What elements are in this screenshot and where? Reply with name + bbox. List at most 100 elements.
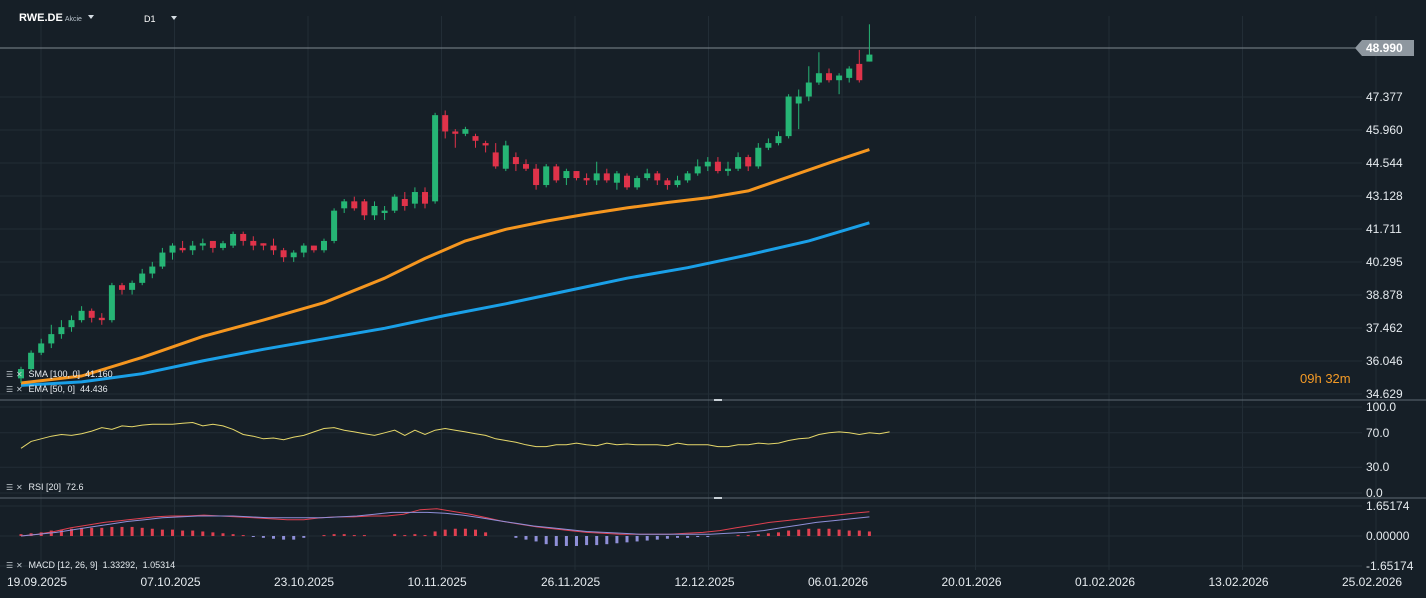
candle-up: [613, 173, 620, 183]
candle-down: [553, 166, 560, 181]
candle-down: [583, 178, 590, 181]
y-tick-label: 36.046: [1366, 354, 1403, 368]
macd-hist-positive: [766, 533, 770, 536]
macd-hist-positive: [100, 527, 104, 536]
candle-down: [624, 175, 630, 188]
macd-hist-positive: [201, 531, 205, 536]
candle-up: [341, 201, 348, 209]
macd-hist-positive: [393, 534, 397, 536]
candle-up: [836, 75, 843, 81]
settings-icon[interactable]: ☰: [6, 483, 14, 492]
macd-hist-negative: [676, 536, 679, 538]
settings-icon[interactable]: ☰: [6, 561, 14, 570]
macd-hist-negative: [514, 536, 518, 538]
y-tick-label: 45.960: [1366, 123, 1403, 137]
macd-hist-positive: [463, 528, 467, 536]
candle-down: [573, 171, 580, 179]
macd-hist-negative: [605, 536, 609, 545]
close-icon[interactable]: ✕: [16, 370, 23, 379]
macd-hist-positive: [59, 529, 63, 536]
macd-hist-negative: [251, 536, 255, 537]
close-icon[interactable]: ✕: [16, 561, 23, 570]
macd-hist-positive: [160, 529, 164, 536]
countdown-minutes-unit: m: [1339, 371, 1351, 386]
rsi-tick-label: 70.0: [1366, 426, 1390, 440]
candle-up: [68, 320, 75, 328]
candle-up: [543, 166, 550, 186]
candle-up: [411, 192, 418, 204]
macd-hist-negative: [282, 536, 286, 540]
macd-hist-positive: [241, 535, 245, 537]
candle-up: [815, 73, 822, 83]
settings-icon[interactable]: ☰: [6, 385, 14, 394]
candle-up: [704, 161, 711, 167]
macd-hist-positive: [80, 527, 84, 536]
candle-up: [775, 136, 782, 144]
close-icon[interactable]: ✕: [16, 483, 23, 492]
macd-hist-positive: [777, 532, 780, 536]
candle-down: [442, 115, 449, 132]
timeframe-selector[interactable]: D1: [144, 14, 177, 24]
macd-hist-positive: [403, 535, 407, 537]
x-tick-label: 25.02.2026: [1342, 575, 1402, 589]
macd-hist-negative: [261, 536, 265, 538]
candle-down: [603, 173, 610, 181]
macd-hist-negative: [686, 536, 690, 538]
candle-up: [634, 178, 641, 188]
macd-hist-positive: [130, 526, 134, 536]
close-icon[interactable]: ✕: [16, 385, 23, 394]
macd-hist-negative: [615, 536, 619, 544]
rsi-legend[interactable]: ☰ ✕ RSI [20] 72.6: [6, 482, 84, 492]
x-tick-label: 23.10.2025: [274, 575, 334, 589]
y-tick-label: 41.711: [1366, 222, 1402, 236]
candle-down: [482, 143, 489, 146]
sma-legend[interactable]: ☰ ✕ SMA [100, 0] 41.160: [6, 369, 113, 379]
candle-down: [856, 63, 863, 81]
macd-signal-line: [20, 511, 870, 537]
countdown-hours-unit: h: [1314, 371, 1322, 386]
candle-up: [432, 115, 439, 202]
macd-hist-positive: [191, 530, 195, 536]
symbol-type: Akcie: [64, 16, 82, 23]
settings-icon[interactable]: ☰: [6, 370, 14, 379]
timeframe-label: D1: [144, 14, 156, 24]
macd-legend[interactable]: ☰ ✕ MACD [12, 26, 9] 1.33292, 1.05314: [6, 560, 175, 570]
symbol-selector[interactable]: RWE.DE Akcie: [19, 12, 94, 24]
macd-hist-positive: [787, 530, 791, 536]
macd-hist-positive: [110, 526, 114, 536]
candle-up: [199, 243, 206, 246]
macd-hist-positive: [171, 529, 174, 536]
ema-legend-label: EMA [50, 0]: [28, 384, 76, 394]
macd-hist-negative: [635, 536, 639, 542]
candle-up: [78, 310, 85, 321]
candle-up: [230, 233, 237, 246]
chevron-down-icon: [87, 15, 94, 19]
candle-up: [48, 334, 55, 344]
candle-up: [129, 282, 136, 290]
ema-legend[interactable]: ☰ ✕ EMA [50, 0] 44.436: [6, 384, 108, 394]
x-tick-label: 20.01.2026: [942, 575, 1002, 589]
candle-up: [674, 180, 681, 186]
chart-toolbar: RWE.DE Akcie D1: [0, 0, 1426, 38]
macd-hist-positive: [231, 534, 235, 536]
rsi-tick-label: 0.0: [1366, 486, 1383, 500]
macd-hist-negative: [272, 536, 275, 539]
candle-down: [826, 73, 832, 81]
macd-tick-label: 1.65174: [1366, 499, 1410, 513]
candle-up: [795, 96, 802, 104]
macd-hist-positive: [362, 535, 366, 537]
x-tick-label: 19.09.2025: [7, 575, 67, 589]
macd-hist-negative: [544, 536, 548, 545]
macd-hist-positive: [413, 534, 417, 536]
candle-down: [260, 243, 267, 246]
macd-hist-positive: [211, 532, 215, 536]
macd-hist-negative: [575, 536, 578, 546]
candle-down: [512, 157, 519, 165]
rsi-line: [20, 421, 890, 449]
macd-hist-negative: [696, 536, 700, 537]
macd-hist-negative: [655, 536, 659, 540]
x-tick-label: 13.02.2026: [1209, 575, 1269, 589]
candle-up: [765, 143, 772, 148]
macd-tick-label: -1.65174: [1366, 559, 1414, 573]
